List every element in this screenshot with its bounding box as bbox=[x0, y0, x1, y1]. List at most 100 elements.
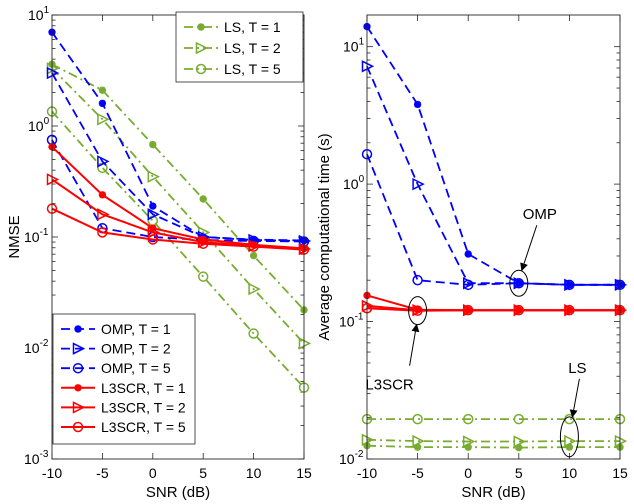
data-point-marker bbox=[248, 241, 259, 252]
annotation-label: LS bbox=[568, 360, 586, 377]
y-tick-base: 10 bbox=[24, 229, 40, 245]
series-l3scr-t-5 bbox=[361, 302, 626, 316]
data-point-marker bbox=[197, 271, 209, 282]
x-tick-label: -5 bbox=[96, 465, 109, 481]
data-point-marker bbox=[147, 170, 160, 183]
data-point-marker bbox=[515, 279, 523, 287]
data-point-marker bbox=[250, 241, 258, 249]
annotation-arrow bbox=[569, 378, 580, 418]
data-point-marker bbox=[564, 279, 575, 291]
data-point-marker bbox=[361, 60, 375, 73]
data-point-marker bbox=[98, 99, 106, 107]
data-point-marker bbox=[614, 434, 628, 448]
annotation-arrow bbox=[520, 225, 538, 272]
y-tick-label: 100 bbox=[343, 174, 365, 192]
legend-swatch-marker bbox=[195, 63, 207, 75]
legend-entry-ls-t-2: LS, T = 2 bbox=[184, 40, 281, 56]
annotation-label: L3SCR bbox=[365, 377, 414, 394]
data-point-marker bbox=[149, 140, 157, 149]
y-tick-base: 10 bbox=[24, 340, 40, 356]
y-tick-label: 10-1 bbox=[24, 227, 49, 245]
data-point-marker bbox=[248, 328, 259, 339]
data-point-marker bbox=[412, 177, 425, 191]
y-tick-base: 10 bbox=[24, 451, 40, 467]
y-tick-exponent: 1 bbox=[359, 37, 365, 48]
legend-label: LS, T = 1 bbox=[224, 19, 281, 35]
data-point-marker bbox=[46, 66, 60, 80]
annotation-ls: LS bbox=[559, 360, 587, 458]
legend-swatch-marker bbox=[72, 401, 86, 414]
legend-swatch-marker bbox=[72, 362, 84, 374]
data-point-marker bbox=[97, 208, 110, 221]
annotations: OMP L3SCR LS bbox=[365, 206, 587, 458]
series-line bbox=[51, 31, 305, 242]
data-point-marker bbox=[248, 282, 261, 296]
data-point-marker bbox=[147, 234, 159, 245]
y-tick-exponent: 1 bbox=[44, 5, 50, 16]
y-tick-base: 10 bbox=[28, 118, 44, 134]
series-line bbox=[366, 307, 620, 312]
legend-swatch-marker bbox=[74, 384, 82, 392]
y-tick-label: 100 bbox=[28, 116, 50, 134]
legend-swatch-marker bbox=[72, 342, 86, 355]
legend-entry-ls-t-1: LS, T = 1 bbox=[184, 19, 281, 35]
y-tick-base: 10 bbox=[343, 39, 359, 55]
legend-entry-l3scr-t-1: L3SCR, T = 1 bbox=[61, 380, 186, 396]
y-tick-label: 101 bbox=[28, 5, 50, 23]
y-tick-exponent: 0 bbox=[44, 116, 50, 127]
y-tick-base: 10 bbox=[339, 451, 355, 467]
series-line bbox=[51, 207, 305, 251]
legend-entry-l3scr-t-2: L3SCR, T = 2 bbox=[61, 399, 186, 415]
annotation-label: OMP bbox=[523, 206, 557, 223]
legend-entry-omp-t-2: OMP, T = 2 bbox=[61, 341, 171, 357]
x-tick-label: 0 bbox=[149, 465, 157, 481]
data-point-marker bbox=[197, 238, 209, 249]
annotation-l3scr: L3SCR bbox=[365, 296, 428, 394]
y-tick-label: 10-2 bbox=[339, 449, 364, 467]
data-point-marker bbox=[97, 155, 110, 168]
data-point-marker bbox=[147, 208, 160, 221]
x-tick-label: 0 bbox=[464, 465, 472, 481]
legend-label: L3SCR, T = 2 bbox=[101, 399, 186, 415]
y-tick-exponent: 0 bbox=[359, 174, 365, 185]
data-point-marker bbox=[97, 227, 108, 238]
data-point-marker bbox=[462, 279, 474, 291]
y-tick-label: 10-2 bbox=[24, 338, 49, 356]
y-tick-exponent: -3 bbox=[40, 449, 49, 460]
series-line bbox=[51, 146, 305, 250]
x-tick-label: 15 bbox=[296, 465, 312, 481]
data-point-marker bbox=[46, 173, 60, 186]
legend-label: L3SCR, T = 5 bbox=[101, 419, 186, 435]
data-point-marker bbox=[98, 191, 106, 199]
y-tick-exponent: -2 bbox=[355, 449, 364, 460]
x-tick-label: 10 bbox=[246, 465, 262, 481]
series-line bbox=[51, 139, 305, 243]
y-tick-base: 10 bbox=[28, 7, 44, 23]
y-tick-exponent: -2 bbox=[40, 338, 49, 349]
legend-swatch-marker bbox=[74, 325, 82, 333]
legend-entry-omp-t-5: OMP, T = 5 bbox=[61, 360, 171, 376]
y-axis-label: NMSE bbox=[6, 215, 23, 258]
legend-label: OMP, T = 2 bbox=[101, 341, 171, 357]
data-point-marker bbox=[513, 435, 526, 448]
legend-entry-omp-t-1: OMP, T = 1 bbox=[61, 321, 171, 337]
annotation-ellipse bbox=[559, 416, 579, 458]
legend-bottom: OMP, T = 1 OMP, T = 2 OMP, T = 5 L3SCR, T =… bbox=[52, 313, 196, 445]
x-tick-label: -10 bbox=[42, 465, 62, 481]
data-point-marker bbox=[513, 304, 525, 316]
legend-label: L3SCR, T = 1 bbox=[101, 380, 186, 396]
x-tick-label: 10 bbox=[562, 465, 578, 481]
x-axis-label: SNR (dB) bbox=[461, 484, 525, 501]
data-point-marker bbox=[199, 195, 207, 203]
data-point-marker bbox=[515, 444, 523, 452]
annotation-ellipse bbox=[509, 269, 529, 297]
data-point-marker bbox=[412, 413, 423, 425]
data-point-marker bbox=[462, 435, 476, 448]
y-tick-label: 10-1 bbox=[339, 312, 364, 330]
x-tick-label: -5 bbox=[411, 465, 424, 481]
y-tick-base: 10 bbox=[343, 176, 359, 192]
y-tick-base: 10 bbox=[339, 314, 355, 330]
x-tick-label: -10 bbox=[357, 465, 377, 481]
data-point-marker bbox=[250, 251, 258, 260]
